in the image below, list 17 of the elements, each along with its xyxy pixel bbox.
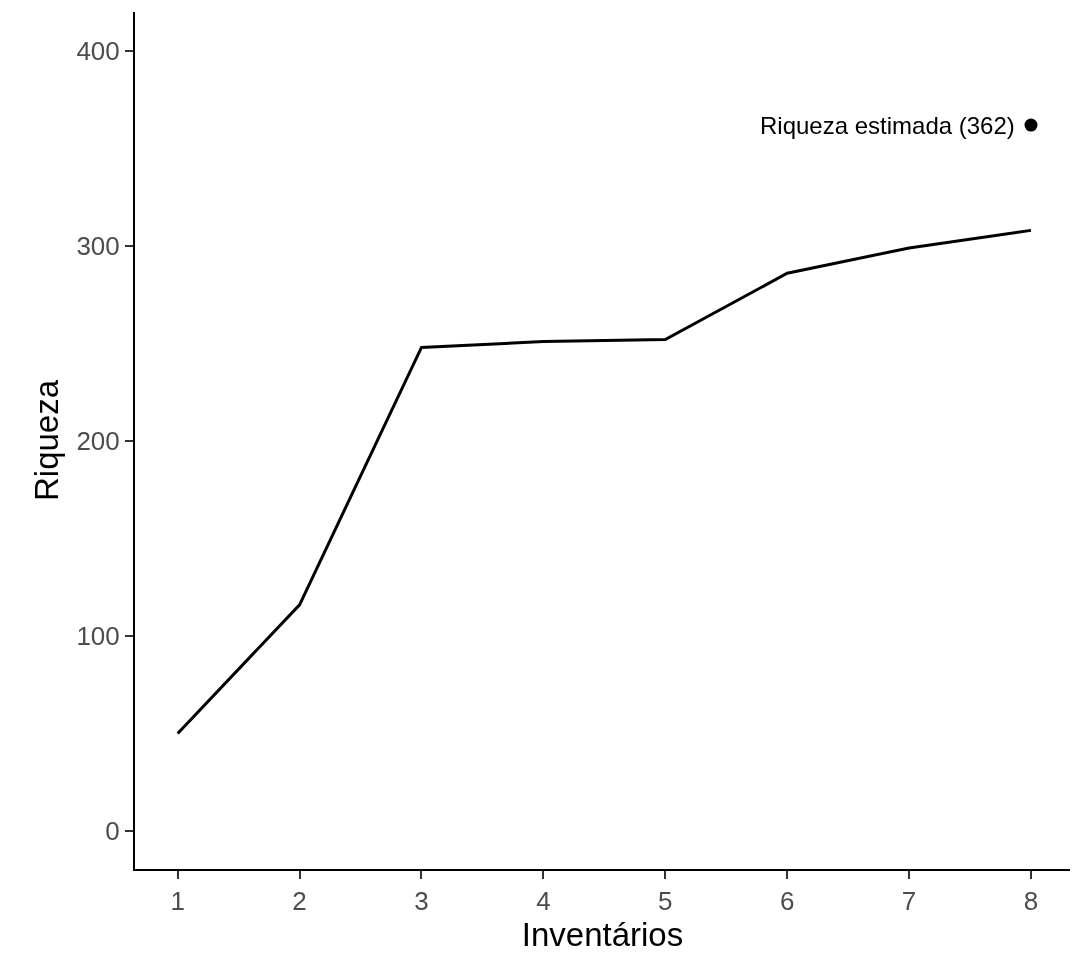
x-tick-label: 2 <box>292 886 307 917</box>
x-tick-label: 3 <box>414 886 429 917</box>
y-tick-label: 400 <box>76 36 120 67</box>
y-tick-label: 200 <box>76 426 120 457</box>
x-tick-label: 5 <box>658 886 673 917</box>
line-series <box>176 228 1033 735</box>
x-tick-label: 4 <box>536 886 551 917</box>
y-tick-label: 100 <box>76 621 120 652</box>
y-axis-title: Riqueza <box>27 379 65 502</box>
y-tick-label: 0 <box>105 816 120 847</box>
x-tick-label: 6 <box>779 886 795 917</box>
x-axis-title: Inventários <box>521 916 684 954</box>
x-tick-label: 8 <box>1023 886 1039 917</box>
x-tick-label: 7 <box>901 886 917 917</box>
annotation: Riqueza estimada (362) <box>760 112 1015 139</box>
x-tick-label: 1 <box>170 886 185 917</box>
y-tick-label: 300 <box>76 231 120 262</box>
